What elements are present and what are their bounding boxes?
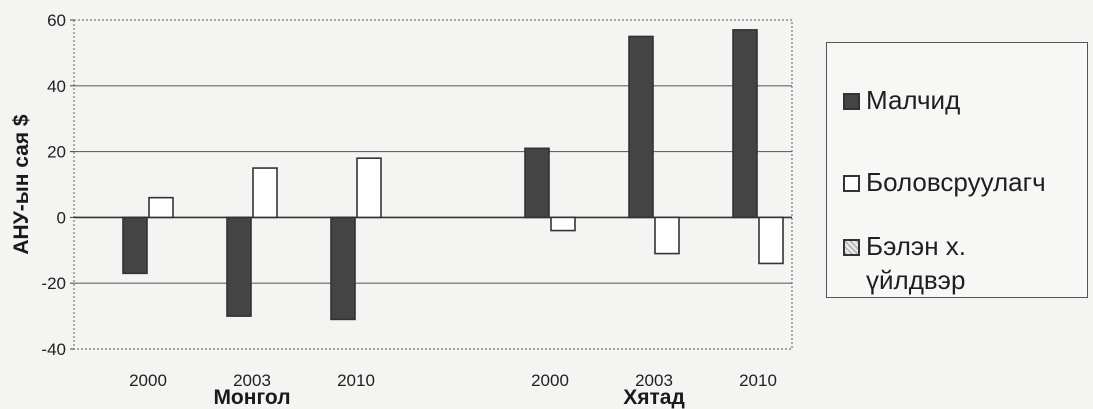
bar-malchid [330, 216, 356, 321]
bar-bolovsruulagch [252, 167, 278, 219]
plot-area-border [73, 19, 793, 350]
y-tick-label: -40 [41, 340, 66, 359]
group-label: Монгол [213, 386, 290, 409]
legend: Малчид Боловсруулагч Бэлэн х. үйлдвэр [826, 42, 1088, 298]
x-tick-label: 2000 [531, 371, 569, 390]
legend-swatch-malchid [843, 93, 860, 110]
bar-bolovsruulagch [148, 196, 174, 219]
y-tick-label: 20 [47, 143, 66, 162]
bar-bolovsruulagch [356, 157, 382, 219]
group-label: Хятад [623, 386, 685, 409]
x-tick-label: 2010 [739, 371, 777, 390]
y-tick-label: 60 [47, 11, 66, 30]
x-tick-label: 2003 [635, 371, 673, 390]
bar-malchid [226, 216, 252, 317]
legend-entry-malchid: Малчид [843, 83, 960, 117]
y-tick-label: 0 [57, 208, 66, 227]
x-tick-label: 2000 [129, 371, 167, 390]
y-tick-label: 40 [47, 77, 66, 96]
bar-bolovsruulagch [758, 216, 784, 265]
y-axis-label: АНУ-ын сая $ [10, 114, 33, 255]
x-tick-label: 2010 [337, 371, 375, 390]
bar-malchid [628, 35, 654, 219]
legend-label-malchid: Малчид [866, 85, 961, 115]
x-tick-label: 2003 [233, 371, 271, 390]
bar-malchid [122, 216, 148, 275]
bar-malchid [732, 29, 758, 219]
legend-swatch-belen-uildver [843, 239, 860, 256]
legend-entry-belen-uildver: Бэлэн х. үйлдвэр [843, 229, 1066, 297]
bar-malchid [524, 147, 550, 219]
y-tick-label: -20 [41, 274, 66, 293]
legend-label-belen-uildver: Бэлэн х. үйлдвэр [866, 231, 967, 295]
bar-bolovsruulagch [550, 216, 576, 232]
legend-entry-bolovsruulagch: Боловсруулагч [843, 165, 1046, 199]
legend-label-bolovsruulagch: Боловсруулагч [866, 167, 1046, 197]
chart-plot: -40 -20 0 20 40 60 АНУ-ын сая $ 2000 2003 2010 Мон… [10, 11, 793, 409]
bar-bolovsruulagch [654, 216, 680, 255]
legend-swatch-bolovsruulagch [843, 175, 860, 192]
